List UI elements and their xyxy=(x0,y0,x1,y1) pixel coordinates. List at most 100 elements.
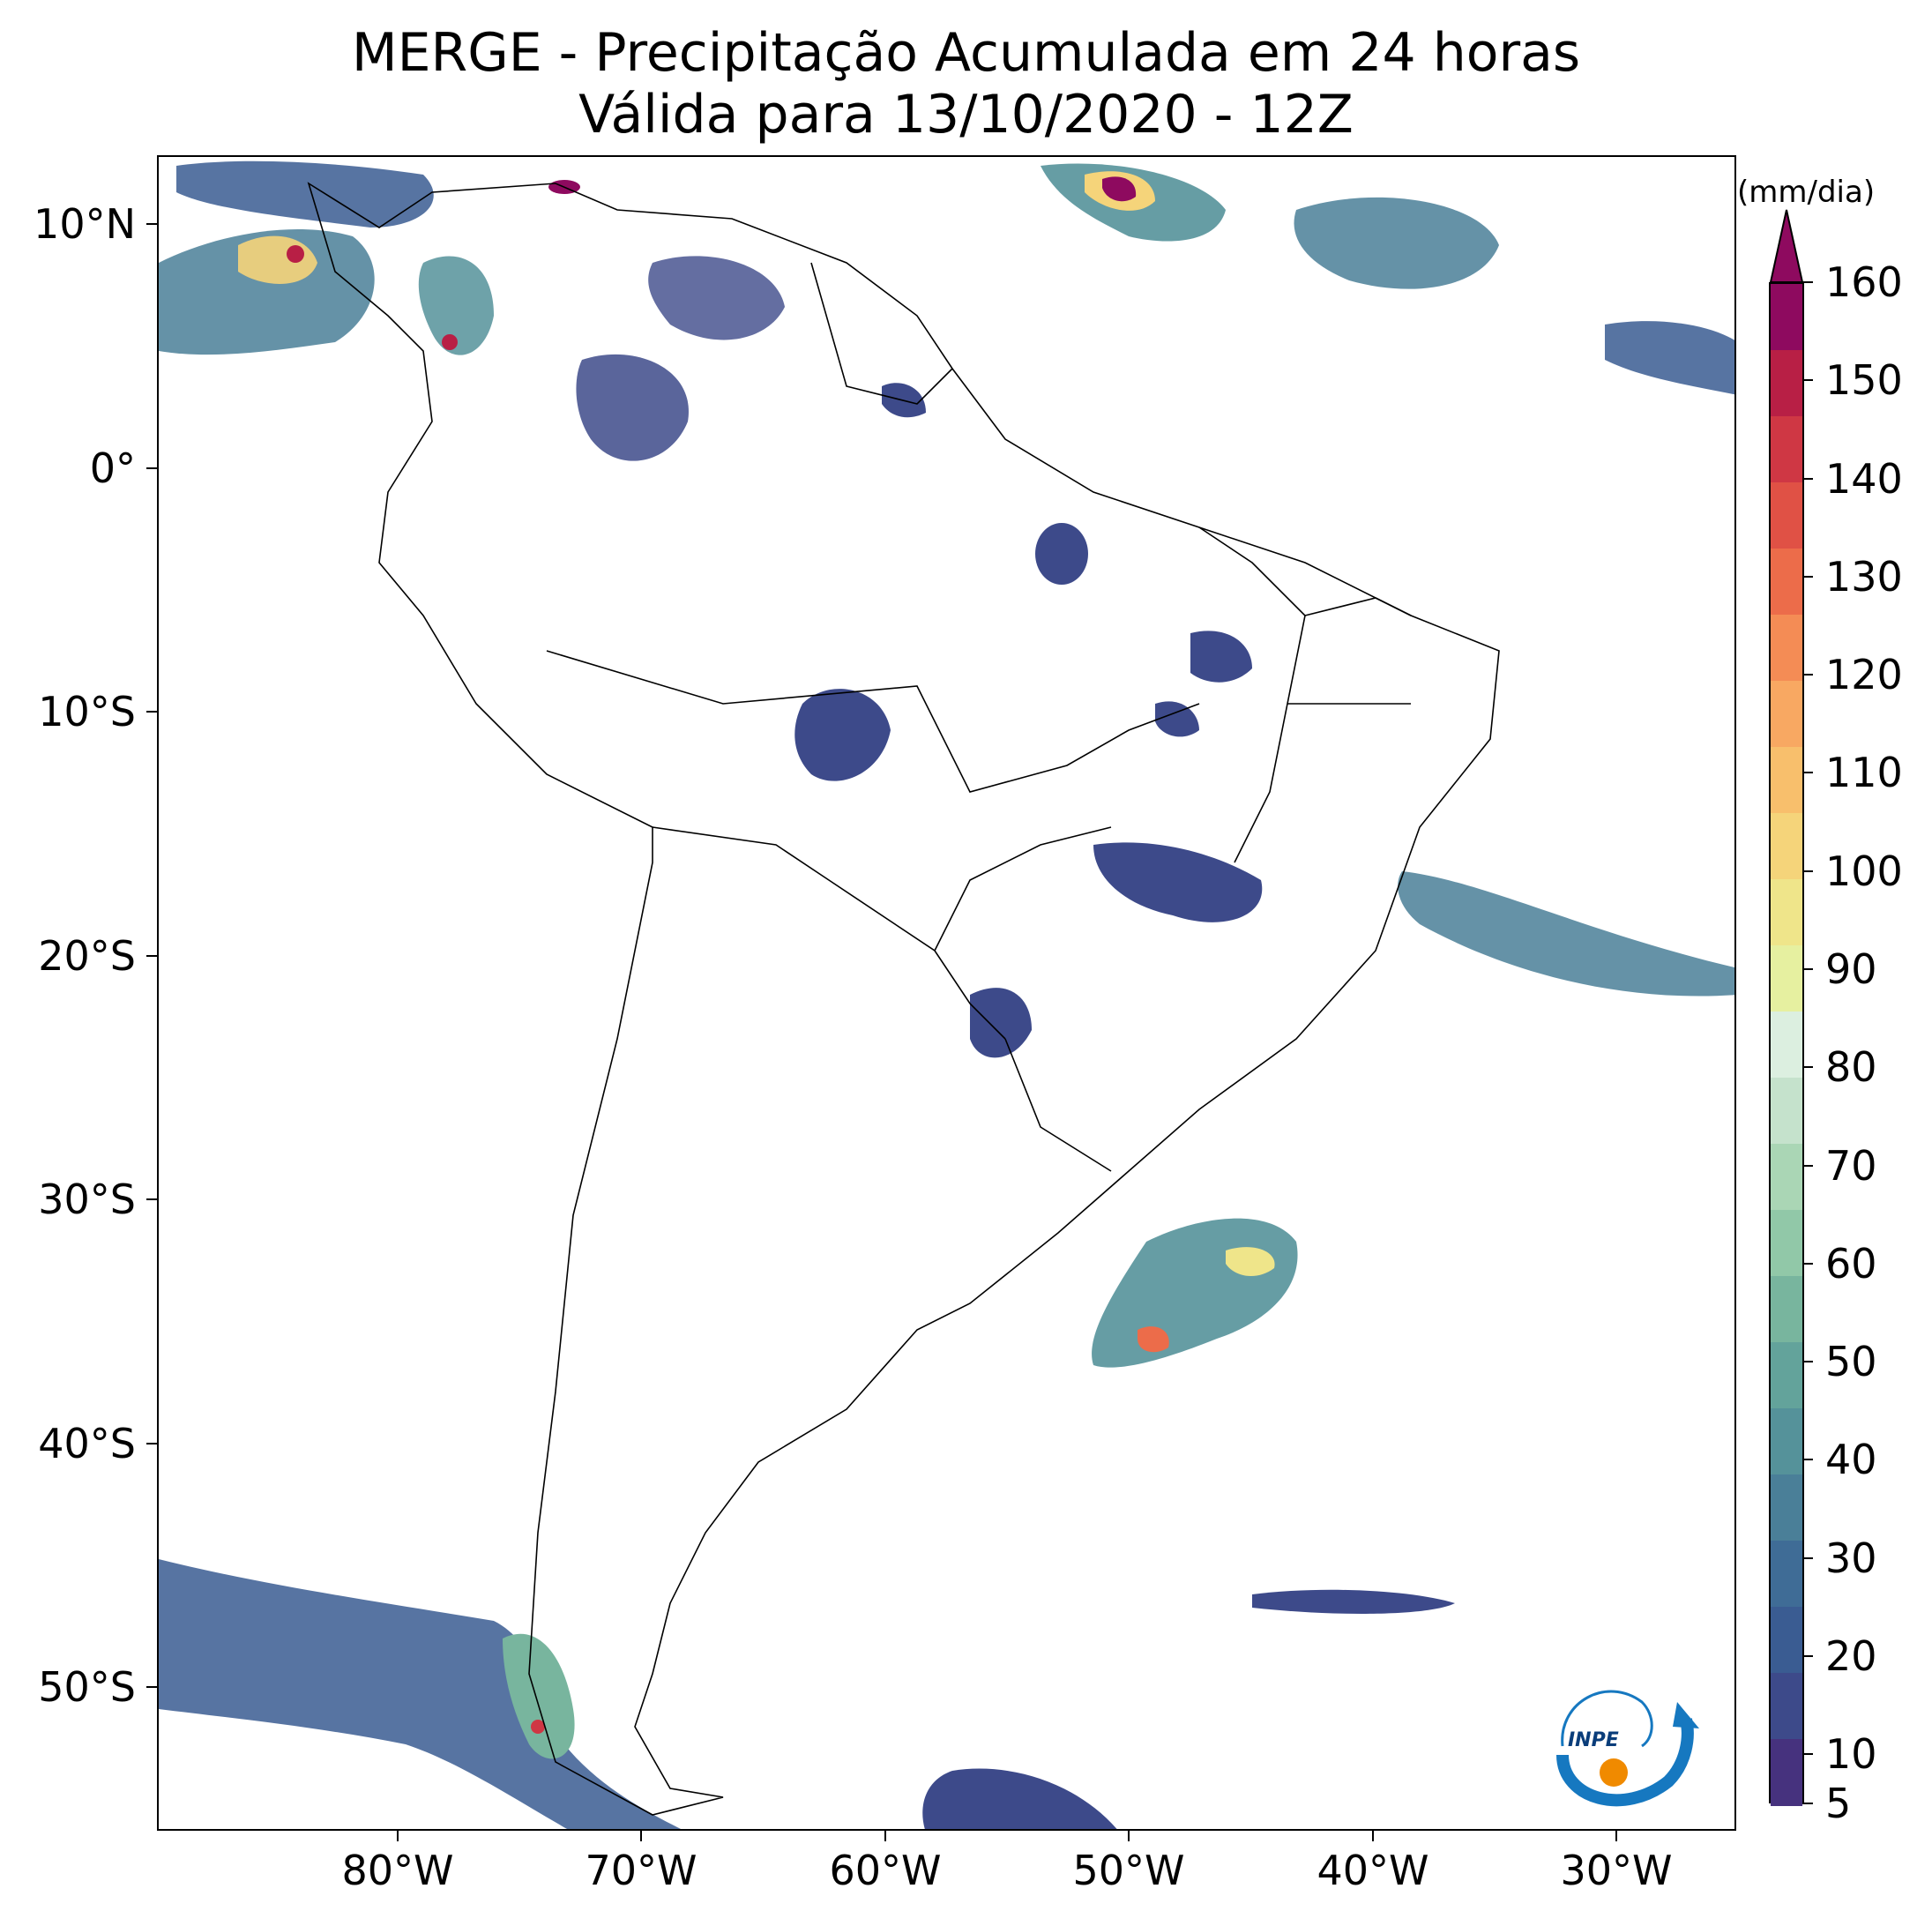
x-tick-label: 30°W xyxy=(1560,1847,1673,1894)
colorbar-segment xyxy=(1771,549,1802,616)
colorbar-segment xyxy=(1771,813,1802,880)
colorbar-segment xyxy=(1771,416,1802,483)
colorbar-label: 140 xyxy=(1825,454,1903,503)
country-boundaries xyxy=(307,182,1500,1816)
y-tickmark xyxy=(146,467,157,469)
colorbar-segment xyxy=(1771,1739,1802,1806)
colorbar-tick xyxy=(1802,1262,1813,1265)
country-border xyxy=(1004,1038,1112,1172)
colorbar-segment xyxy=(1771,879,1802,946)
colorbar-label: 10 xyxy=(1825,1730,1877,1779)
colorbar-segment xyxy=(1771,1144,1802,1211)
map-canvas xyxy=(159,160,1734,1829)
colorbar xyxy=(1769,282,1804,1806)
south-america-coastline xyxy=(307,182,1500,1816)
precip-blob xyxy=(1138,1326,1169,1353)
precip-blob xyxy=(1155,701,1199,737)
colorbar-label: 70 xyxy=(1825,1141,1877,1190)
colorbar-tick xyxy=(1802,1655,1813,1658)
x-tickmark xyxy=(1372,1831,1374,1841)
colorbar-segment xyxy=(1771,350,1802,417)
precip-blob xyxy=(648,256,785,340)
colorbar-tick xyxy=(1802,575,1813,578)
colorbar-segment xyxy=(1771,284,1802,351)
colorbar-segment xyxy=(1771,615,1802,682)
colorbar-tick xyxy=(1802,1164,1813,1167)
precip-core xyxy=(287,245,304,263)
colorbar-segment xyxy=(1771,681,1802,748)
colorbar-tick xyxy=(1802,1803,1813,1804)
x-tick-label: 50°W xyxy=(1072,1847,1185,1894)
colorbar-label: 90 xyxy=(1825,945,1877,994)
country-border xyxy=(1198,526,1306,863)
colorbar-segment xyxy=(1771,1408,1802,1475)
country-border xyxy=(810,262,953,405)
y-tick-label: 50°S xyxy=(38,1663,136,1711)
colorbar-label: 40 xyxy=(1825,1436,1877,1484)
x-tickmark xyxy=(397,1831,399,1841)
precip-blob xyxy=(1398,871,1734,997)
y-tickmark xyxy=(146,711,157,713)
chart-title-line-1: MERGE - Precipitação Acumulada em 24 hor… xyxy=(351,22,1581,84)
colorbar-label: 20 xyxy=(1825,1632,1877,1681)
colorbar-segment xyxy=(1771,1673,1802,1740)
country-border xyxy=(652,826,1006,1040)
y-tickmark xyxy=(146,223,157,225)
chart-title-line-2: Válida para 13/10/2020 - 12Z xyxy=(578,84,1354,146)
colorbar-segment xyxy=(1771,1607,1802,1674)
country-border xyxy=(934,826,1112,952)
y-tick-label: 0° xyxy=(89,444,136,492)
x-tick-label: 60°W xyxy=(829,1847,942,1894)
precip-blob xyxy=(503,1633,575,1759)
precip-blob xyxy=(970,988,1032,1058)
colorbar-segment xyxy=(1771,482,1802,549)
colorbar-tick xyxy=(1802,674,1813,676)
colorbar-label: 100 xyxy=(1825,847,1903,895)
colorbar-label: 110 xyxy=(1825,749,1903,797)
colorbar-segment xyxy=(1771,1210,1802,1277)
colorbar-label: 50 xyxy=(1825,1338,1877,1386)
precip-blob xyxy=(1035,523,1088,585)
colorbar-extend-arrow xyxy=(1769,209,1804,283)
colorbar-label: 80 xyxy=(1825,1043,1877,1092)
precip-blob xyxy=(1102,176,1137,202)
colorbar-segment xyxy=(1771,945,1802,1012)
colorbar-segment xyxy=(1771,1474,1802,1541)
colorbar-unit: (mm/dia) xyxy=(1737,175,1876,210)
precip-core xyxy=(442,334,458,350)
colorbar-tick xyxy=(1802,968,1813,971)
colorbar-label: 120 xyxy=(1825,651,1903,699)
colorbar-label: 60 xyxy=(1825,1239,1877,1288)
colorbar-tick xyxy=(1802,1361,1813,1363)
x-tick-label: 40°W xyxy=(1317,1847,1429,1894)
precipitation-map xyxy=(157,155,1736,1831)
precip-blob xyxy=(922,1768,1117,1829)
precip-blob xyxy=(176,160,434,228)
x-tickmark xyxy=(1615,1831,1617,1841)
y-tickmark xyxy=(146,1443,157,1444)
colorbar-tick xyxy=(1802,379,1813,382)
colorbar-tick xyxy=(1802,477,1813,480)
precip-blob xyxy=(1252,1589,1455,1614)
precip-blob xyxy=(159,228,375,355)
colorbar-segment xyxy=(1771,1342,1802,1409)
colorbar-segment xyxy=(1771,1011,1802,1079)
colorbar-tick xyxy=(1802,1753,1813,1756)
precip-blob xyxy=(418,256,494,355)
y-tickmark xyxy=(146,1686,157,1688)
y-tick-label: 30°S xyxy=(38,1176,136,1223)
precip-blob xyxy=(159,1559,682,1829)
colorbar-label: 30 xyxy=(1825,1534,1877,1582)
precip-blob xyxy=(1294,197,1499,289)
x-tick-label: 70°W xyxy=(585,1847,697,1894)
colorbar-tick xyxy=(1802,281,1813,283)
colorbar-segment xyxy=(1771,1276,1802,1343)
y-tick-label: 10°N xyxy=(34,200,136,248)
x-tickmark xyxy=(640,1831,642,1841)
x-tickmark xyxy=(884,1831,886,1841)
colorbar-label: 5 xyxy=(1825,1780,1852,1827)
x-tick-label: 80°W xyxy=(341,1847,454,1894)
logo-text: INPE xyxy=(1568,1729,1619,1751)
country-border xyxy=(1304,597,1412,616)
colorbar-tick xyxy=(1802,870,1813,872)
